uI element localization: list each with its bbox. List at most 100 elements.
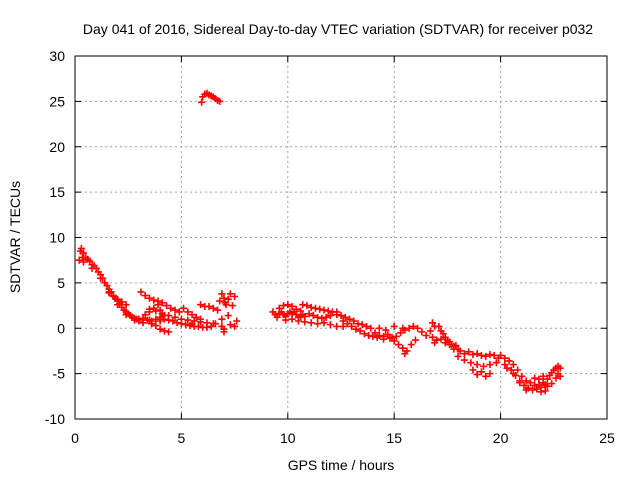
data-point <box>188 311 196 319</box>
data-point <box>516 379 524 387</box>
data-point <box>105 289 113 297</box>
data-point <box>360 330 368 338</box>
data-point <box>301 318 309 326</box>
data-point <box>509 361 517 369</box>
data-point <box>309 312 317 320</box>
data-point <box>145 316 153 324</box>
data-point <box>177 315 185 323</box>
data-point <box>294 317 302 325</box>
data-point <box>460 350 468 358</box>
data-point <box>231 322 239 330</box>
data-point <box>216 297 224 305</box>
data-point <box>220 328 228 336</box>
data-point <box>465 348 473 356</box>
data-point <box>184 308 192 316</box>
data-point <box>514 366 522 374</box>
data-point <box>326 312 334 320</box>
data-point <box>505 357 513 365</box>
data-point <box>194 322 202 330</box>
data-point <box>307 319 315 327</box>
data-point <box>367 324 375 332</box>
data-point <box>399 344 407 352</box>
data-point <box>231 292 239 300</box>
data-point <box>182 321 190 329</box>
data-point <box>526 379 534 387</box>
data-point <box>537 388 545 396</box>
data-point <box>209 320 217 328</box>
data-point <box>198 98 206 106</box>
data-point <box>320 306 328 314</box>
data-point <box>407 341 415 349</box>
data-point <box>337 312 345 320</box>
data-point <box>380 335 388 343</box>
data-point <box>282 316 290 324</box>
data-point <box>148 320 156 328</box>
data-point <box>222 301 230 309</box>
data-point <box>486 351 494 359</box>
data-point <box>109 292 117 300</box>
x-tick-label: 20 <box>493 430 509 446</box>
data-point <box>307 303 315 311</box>
data-point <box>409 322 417 330</box>
data-point <box>333 322 341 330</box>
data-point <box>152 315 160 323</box>
data-point <box>346 315 354 323</box>
x-axis-label: GPS time / hours <box>288 457 395 473</box>
data-point <box>473 361 481 369</box>
data-point <box>397 329 405 337</box>
data-point <box>339 317 347 325</box>
data-point <box>333 311 341 319</box>
data-point <box>384 331 392 339</box>
data-point <box>288 302 296 310</box>
data-point <box>418 328 426 336</box>
data-point <box>456 347 464 355</box>
data-point <box>137 288 145 296</box>
data-point <box>150 304 158 312</box>
data-point <box>403 347 411 355</box>
data-point <box>167 304 175 312</box>
data-point <box>429 333 437 341</box>
data-point <box>358 321 366 329</box>
data-point <box>80 258 88 266</box>
data-point <box>303 302 311 310</box>
data-point <box>480 362 488 370</box>
data-point <box>363 322 371 330</box>
data-point <box>218 290 226 298</box>
data-point <box>437 335 445 343</box>
data-point <box>224 312 232 320</box>
data-point <box>292 305 300 313</box>
data-point <box>469 351 477 359</box>
data-point <box>122 311 130 319</box>
data-point <box>390 337 398 345</box>
data-point <box>556 372 564 380</box>
y-tick-label: 25 <box>49 93 65 109</box>
data-point <box>173 319 181 327</box>
data-point <box>414 324 422 332</box>
data-point <box>469 366 477 374</box>
data-point <box>131 316 139 324</box>
y-tick-labels: -10 -5 0 5 10 15 20 25 30 <box>45 48 65 427</box>
data-point <box>365 332 373 340</box>
data-point <box>160 312 168 320</box>
data-point <box>118 298 126 306</box>
data-point <box>156 325 164 333</box>
data-point <box>326 321 334 329</box>
data-point <box>503 364 511 372</box>
data-point <box>314 313 322 321</box>
data-point <box>205 302 213 310</box>
data-point <box>145 294 153 302</box>
data-point <box>88 264 96 272</box>
data-point <box>218 315 226 323</box>
y-tick-label: 30 <box>49 48 65 64</box>
y-tick-label: 0 <box>57 320 65 336</box>
data-point <box>556 364 564 372</box>
data-point <box>154 301 162 309</box>
data-point <box>529 386 537 394</box>
data-point <box>160 327 168 335</box>
data-point <box>497 351 505 359</box>
data-point <box>141 311 149 319</box>
data-point <box>320 319 328 327</box>
data-point <box>454 352 462 360</box>
data-point <box>226 290 234 298</box>
